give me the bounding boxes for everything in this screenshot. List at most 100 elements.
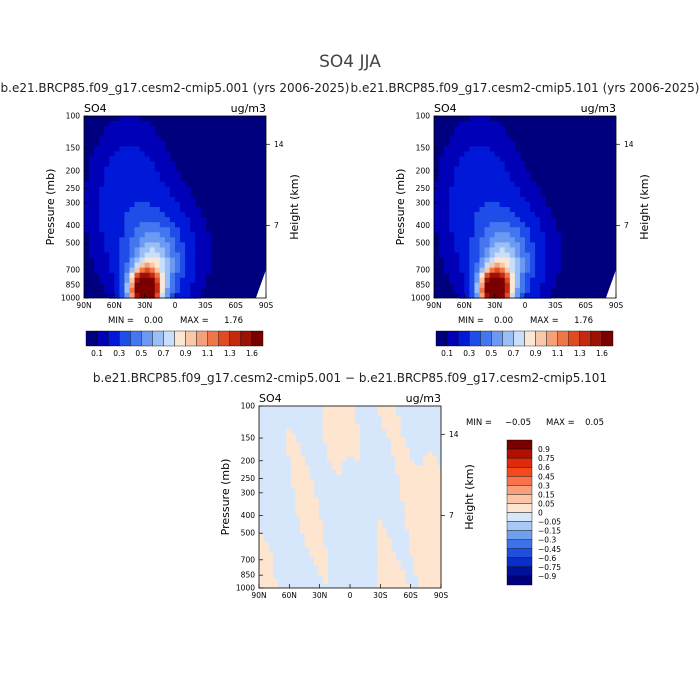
field-cell: [129, 141, 136, 147]
field-cell: [514, 201, 521, 208]
field-cell: [94, 196, 100, 203]
field-cell: [489, 181, 496, 188]
height-tick-label: 14: [449, 430, 459, 439]
field-cell: [395, 415, 401, 421]
field-cell: [509, 262, 516, 269]
field-cell: [195, 212, 201, 218]
field-cell: [99, 186, 105, 193]
field-cell: [427, 556, 433, 562]
field-cell: [149, 131, 156, 137]
field-cell: [109, 282, 115, 289]
field-cell: [89, 191, 95, 198]
field-cell: [413, 528, 419, 534]
min-value: −0.05: [505, 418, 531, 428]
field-cell: [434, 212, 440, 218]
field-cell: [119, 126, 126, 132]
field-cell: [550, 232, 556, 238]
field-cell: [464, 196, 470, 203]
field-cell: [454, 252, 460, 259]
field-cell: [509, 287, 516, 294]
field-cell: [474, 171, 481, 178]
field-cell: [386, 433, 392, 439]
field-cell: [540, 201, 546, 208]
field-cell: [422, 524, 428, 530]
colorbar-tick-label: 0.15: [538, 490, 555, 499]
field-cell: [489, 156, 496, 163]
colorbar-swatch: [506, 439, 533, 450]
field-cell: [134, 267, 141, 274]
colorbar-tick-label: −0.3: [538, 536, 556, 545]
field-cell: [404, 446, 410, 453]
colorbar-swatch: [506, 530, 533, 540]
field-cell: [164, 247, 171, 254]
field-cell: [119, 232, 126, 238]
field-cell: [409, 515, 415, 521]
field-cell: [400, 437, 406, 443]
field-cell: [464, 292, 470, 299]
field-cell: [479, 207, 486, 213]
field-cell: [469, 247, 476, 254]
field-cell: [494, 257, 501, 264]
field-cell: [418, 497, 424, 503]
field-cell: [286, 433, 292, 439]
field-cell: [422, 583, 428, 589]
field-cell: [555, 267, 561, 274]
field-cell: [139, 171, 146, 178]
field-cell: [109, 292, 115, 299]
field-cell: [134, 227, 141, 233]
field-cell: [159, 282, 166, 289]
field-cell: [114, 207, 120, 213]
field-cell: [545, 272, 551, 279]
field-cell: [154, 277, 161, 284]
field-cell: [550, 257, 556, 264]
field-cell: [535, 207, 541, 213]
field-cell: [134, 176, 141, 183]
field-cell: [144, 207, 151, 213]
field-cell: [484, 207, 491, 213]
field-cell: [139, 267, 146, 274]
field-cell: [290, 460, 296, 466]
field-cell: [436, 556, 442, 562]
field-cell: [159, 287, 166, 294]
field-cell: [259, 578, 265, 585]
field-cell: [499, 181, 506, 188]
field-cell: [381, 583, 387, 589]
field-cell: [327, 428, 333, 434]
field-cell: [175, 237, 181, 243]
field-cell: [509, 146, 516, 152]
field-cell: [514, 156, 521, 163]
y-tick-label: 400: [66, 221, 81, 230]
field-cell: [519, 282, 526, 289]
field-cell: [164, 277, 171, 284]
field-cell: [400, 497, 406, 503]
field-cell: [149, 222, 156, 228]
field-cell: [489, 242, 496, 249]
field-cell: [431, 528, 438, 534]
field-cell: [431, 483, 438, 489]
field-cell: [318, 556, 324, 562]
field-cell: [109, 126, 115, 132]
field-cell: [195, 267, 201, 274]
field-cell: [104, 186, 110, 193]
field-cell: [104, 141, 110, 147]
field-cell: [519, 277, 526, 284]
field-cell: [469, 156, 476, 163]
field-cell: [185, 237, 191, 243]
field-cell: [94, 232, 100, 238]
field-cell: [295, 483, 301, 489]
field-cell: [459, 277, 465, 284]
field-cell: [124, 237, 131, 243]
field-cell: [444, 156, 450, 163]
field-cell: [134, 277, 141, 284]
field-cell: [259, 537, 265, 544]
field-cell: [309, 483, 315, 489]
field-cell: [313, 510, 319, 516]
field-cell: [154, 222, 161, 228]
field-cell: [509, 277, 516, 284]
field-cell: [418, 542, 424, 548]
field-cell: [504, 292, 511, 299]
field-cell: [489, 176, 496, 183]
field-cell: [114, 146, 120, 152]
field-cell: [427, 510, 433, 516]
field-cell: [129, 171, 136, 178]
